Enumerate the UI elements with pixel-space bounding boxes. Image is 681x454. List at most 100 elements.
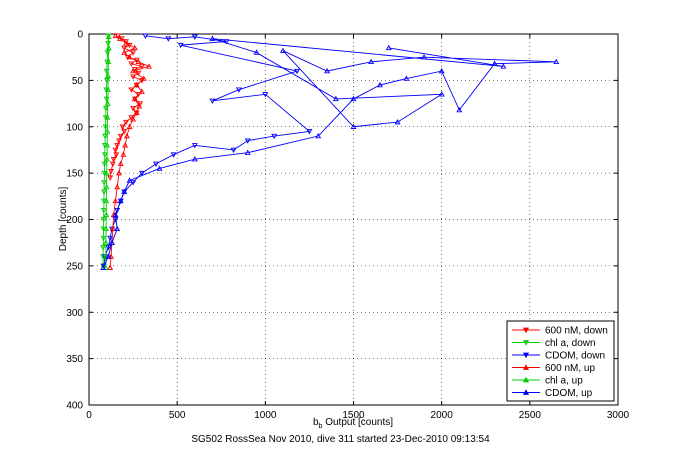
data-point <box>107 264 114 270</box>
data-point <box>107 175 114 181</box>
y-tick-label: 0 <box>77 30 83 41</box>
data-point <box>117 197 124 204</box>
data-point <box>553 58 560 65</box>
data-point <box>165 36 172 42</box>
data-point <box>104 100 111 106</box>
data-point <box>114 143 121 149</box>
data-point <box>350 123 357 129</box>
legend-marker <box>522 352 530 359</box>
data-point <box>122 142 129 148</box>
data-point <box>100 264 107 270</box>
x-tick-label: 0 <box>86 410 92 421</box>
data-point <box>135 58 142 65</box>
data-point <box>100 245 107 251</box>
data-point <box>105 33 112 39</box>
data-point <box>438 67 445 74</box>
x-tick-label: 2000 <box>431 410 454 421</box>
data-point <box>153 161 159 167</box>
data-point <box>103 183 110 190</box>
data-point <box>500 63 507 69</box>
data-point <box>104 114 111 120</box>
data-point <box>438 91 445 97</box>
series-line <box>109 35 151 268</box>
data-point <box>315 132 322 139</box>
data-point <box>109 161 116 167</box>
data-point <box>121 188 128 194</box>
data-point <box>135 70 142 77</box>
data-point <box>102 239 109 245</box>
data-point <box>128 61 135 67</box>
y-tick-label: 150 <box>66 169 83 180</box>
data-point <box>209 98 216 104</box>
data-point <box>104 142 111 148</box>
y-tick-label: 100 <box>66 122 83 133</box>
data-point <box>191 143 198 149</box>
legend-marker <box>522 327 530 334</box>
data-point <box>117 160 124 167</box>
x-axis-ticks: 0 500 1000 1500 2000 2500 3000 <box>86 34 630 421</box>
data-point <box>142 33 149 39</box>
data-point <box>119 124 126 130</box>
legend-marker <box>522 376 530 383</box>
data-point <box>130 50 137 56</box>
data-point <box>102 105 109 112</box>
data-point <box>105 72 112 78</box>
data-point <box>126 54 133 60</box>
data-point <box>130 74 137 80</box>
data-point <box>133 109 140 116</box>
y-axis-label: Depth [counts] <box>58 187 69 252</box>
data-point <box>123 119 129 126</box>
x-tick-label: 1500 <box>342 410 365 421</box>
x-tick-label: 500 <box>169 410 186 421</box>
data-point <box>110 157 117 163</box>
data-point <box>117 133 124 140</box>
y-tick-label: 200 <box>66 215 83 226</box>
data-point <box>136 103 143 109</box>
data-point <box>108 169 115 175</box>
data-point <box>113 152 120 158</box>
data-point <box>394 118 401 125</box>
data-point <box>253 49 260 55</box>
legend-label: CDOM, down <box>545 351 605 362</box>
data-point <box>130 116 137 122</box>
data-point <box>112 32 119 39</box>
data-point <box>105 44 112 51</box>
data-point <box>107 235 114 242</box>
data-point <box>138 88 145 94</box>
y-axis-ticks: 0 50 100 150 200 250 300 350 400 <box>66 30 618 412</box>
y-tick-label: 300 <box>66 308 83 319</box>
data-point <box>103 87 110 93</box>
data-point <box>103 211 110 218</box>
y-tick-label: 250 <box>66 261 83 272</box>
series-5 <box>100 35 560 270</box>
data-point <box>104 156 110 162</box>
data-point <box>123 39 129 45</box>
data-point <box>103 197 110 204</box>
data-point <box>101 152 108 158</box>
data-point <box>100 217 107 223</box>
data-point <box>105 86 112 92</box>
data-point <box>114 183 121 190</box>
data-point <box>123 132 130 139</box>
data-point <box>121 129 128 135</box>
data-point <box>121 45 128 52</box>
data-point <box>280 47 286 53</box>
data-point <box>105 245 112 251</box>
data-point <box>128 87 135 93</box>
data-point <box>102 115 109 121</box>
legend-label: chl a, up <box>545 376 583 387</box>
legend-label: CDOM, up <box>545 388 593 399</box>
data-point <box>101 189 107 195</box>
data-point <box>368 58 375 65</box>
data-point <box>262 92 269 98</box>
data-point <box>385 44 392 51</box>
data-point <box>376 81 383 88</box>
data-point <box>145 63 152 69</box>
data-point <box>112 197 119 204</box>
data-point <box>403 75 410 81</box>
data-point <box>170 152 177 158</box>
legend-marker <box>522 340 530 346</box>
data-point <box>108 239 115 245</box>
legend-label: 600 nM, down <box>545 326 608 337</box>
